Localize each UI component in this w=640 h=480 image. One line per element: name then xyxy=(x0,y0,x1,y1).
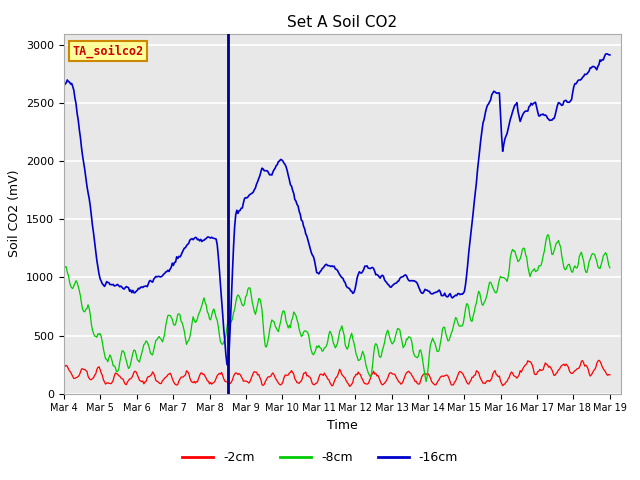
-2cm xyxy=(386,370,394,376)
-8cm xyxy=(422,379,430,384)
-2cm xyxy=(319,372,327,378)
Legend: -2cm, -8cm, -16cm: -2cm, -8cm, -16cm xyxy=(177,446,463,469)
Line: -2cm: -2cm xyxy=(64,360,610,386)
-16cm xyxy=(603,51,611,57)
-8cm xyxy=(595,265,603,271)
-8cm xyxy=(60,263,68,268)
X-axis label: Time: Time xyxy=(327,419,358,432)
-16cm xyxy=(356,270,364,276)
-2cm xyxy=(594,358,602,364)
-8cm xyxy=(323,343,330,348)
-8cm xyxy=(606,265,614,271)
-16cm xyxy=(324,263,332,268)
Text: TA_soilco2: TA_soilco2 xyxy=(72,44,143,58)
-16cm xyxy=(509,109,516,115)
-8cm xyxy=(356,357,364,363)
-8cm xyxy=(544,232,552,238)
Y-axis label: Soil CO2 (mV): Soil CO2 (mV) xyxy=(8,170,20,257)
Line: -8cm: -8cm xyxy=(64,235,610,382)
-16cm xyxy=(606,52,614,58)
-2cm xyxy=(595,358,603,363)
-8cm xyxy=(385,332,393,337)
-2cm xyxy=(606,372,614,378)
-8cm xyxy=(319,348,327,354)
-2cm xyxy=(356,372,364,377)
-8cm xyxy=(509,247,516,252)
-16cm xyxy=(224,362,232,368)
-2cm xyxy=(60,364,68,370)
-16cm xyxy=(386,284,394,290)
-2cm xyxy=(509,370,516,376)
-2cm xyxy=(346,384,353,389)
-16cm xyxy=(594,63,602,69)
Line: -16cm: -16cm xyxy=(64,54,610,365)
-16cm xyxy=(321,264,328,269)
-2cm xyxy=(323,373,330,379)
Title: Set A Soil CO2: Set A Soil CO2 xyxy=(287,15,397,30)
-16cm xyxy=(60,83,68,89)
